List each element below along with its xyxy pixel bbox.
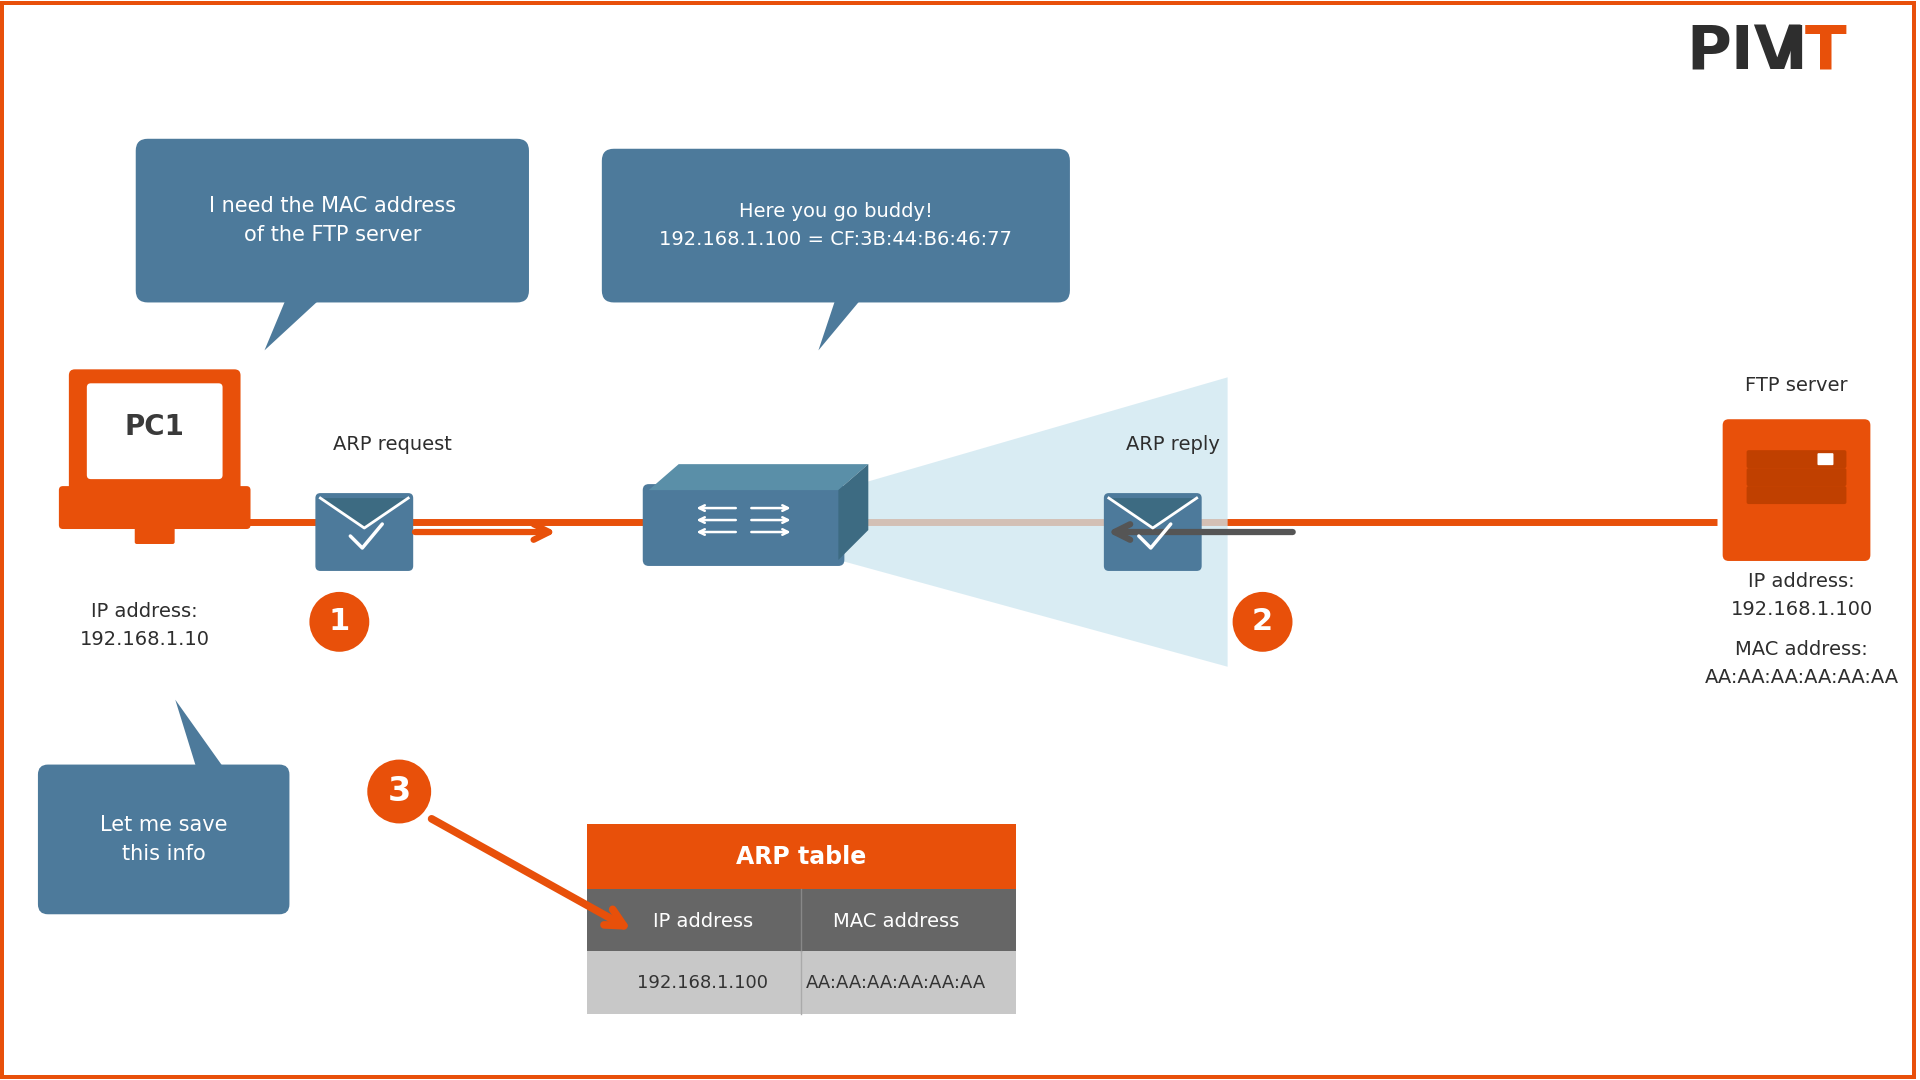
- FancyBboxPatch shape: [38, 765, 290, 915]
- FancyBboxPatch shape: [1818, 454, 1834, 465]
- Text: IP address:
192.168.1.10: IP address: 192.168.1.10: [81, 602, 209, 649]
- Polygon shape: [175, 700, 228, 774]
- Polygon shape: [1110, 498, 1196, 528]
- Text: MAC address: MAC address: [833, 912, 958, 931]
- FancyBboxPatch shape: [134, 521, 175, 544]
- FancyBboxPatch shape: [601, 149, 1069, 302]
- Text: FTP server: FTP server: [1745, 376, 1847, 395]
- Text: ARP request: ARP request: [332, 435, 451, 455]
- Bar: [0, 1, 4, 1079]
- Text: ARP reply: ARP reply: [1125, 435, 1219, 455]
- FancyBboxPatch shape: [1747, 486, 1847, 504]
- FancyBboxPatch shape: [1104, 494, 1202, 571]
- Text: SW1: SW1: [730, 568, 789, 592]
- Text: MAC address:
AA:AA:AA:AA:AA:AA: MAC address: AA:AA:AA:AA:AA:AA: [1705, 639, 1899, 687]
- FancyBboxPatch shape: [69, 369, 240, 496]
- Text: 3: 3: [388, 775, 411, 808]
- Polygon shape: [321, 498, 409, 528]
- Polygon shape: [818, 291, 868, 350]
- Text: Let me save
this info: Let me save this info: [100, 814, 227, 864]
- Text: I need the MAC address
of the FTP server: I need the MAC address of the FTP server: [209, 195, 455, 245]
- Circle shape: [1233, 592, 1292, 652]
- FancyBboxPatch shape: [1722, 419, 1870, 561]
- Text: T: T: [1805, 24, 1847, 82]
- Bar: [1912, 1, 1916, 1079]
- Circle shape: [309, 592, 369, 652]
- Text: IP address: IP address: [653, 912, 753, 931]
- FancyBboxPatch shape: [315, 494, 413, 571]
- Bar: [0, 1075, 1916, 1079]
- Text: IP address:
192.168.1.100: IP address: 192.168.1.100: [1730, 572, 1872, 619]
- Text: ARP table: ARP table: [737, 846, 866, 869]
- FancyBboxPatch shape: [643, 484, 845, 566]
- Polygon shape: [265, 291, 330, 350]
- Text: 1: 1: [328, 607, 349, 636]
- FancyBboxPatch shape: [136, 138, 530, 302]
- Bar: [0, 1, 1916, 5]
- FancyBboxPatch shape: [86, 383, 223, 480]
- Text: Here you go buddy!
192.168.1.100 = CF:3B:44:B6:46:77: Here you go buddy! 192.168.1.100 = CF:3B…: [659, 202, 1012, 249]
- Polygon shape: [839, 464, 868, 559]
- FancyBboxPatch shape: [60, 486, 250, 529]
- Circle shape: [367, 759, 432, 823]
- Text: PC1: PC1: [125, 414, 184, 442]
- Polygon shape: [649, 464, 868, 490]
- FancyBboxPatch shape: [1747, 450, 1847, 468]
- FancyBboxPatch shape: [1747, 468, 1847, 486]
- Bar: [588, 951, 1016, 1014]
- Text: I: I: [1784, 24, 1807, 82]
- Bar: [588, 824, 1016, 889]
- Polygon shape: [839, 377, 1227, 666]
- Text: 2: 2: [1252, 607, 1273, 636]
- Text: AA:AA:AA:AA:AA:AA: AA:AA:AA:AA:AA:AA: [806, 974, 987, 993]
- Text: 192.168.1.100: 192.168.1.100: [637, 974, 768, 993]
- Bar: [588, 889, 1016, 951]
- Text: PIV: PIV: [1688, 24, 1801, 82]
